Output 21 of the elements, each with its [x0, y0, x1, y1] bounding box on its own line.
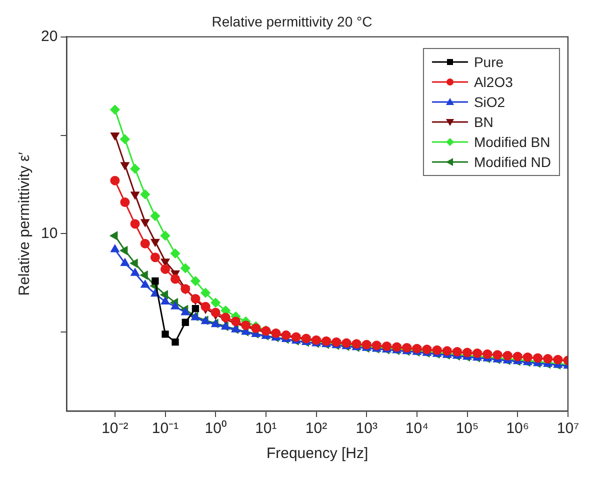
x-tick-label: 10⁶	[506, 420, 530, 438]
x-tick-label: 10³	[356, 420, 378, 438]
legend-label: Pure	[474, 53, 504, 72]
x-tick-label: 10²	[305, 420, 328, 438]
x-tick-label: 10⁻²	[102, 420, 128, 438]
y-axis-title: Relative permittivity ε′	[16, 152, 34, 296]
y-tick-label: 20	[40, 28, 58, 45]
chart-title: Relative permittivity 20 °C	[212, 13, 372, 30]
x-axis-title: Frequency [Hz]	[266, 445, 368, 462]
legend-label: Modified ND	[474, 153, 551, 172]
legend-label: Modified BN	[474, 133, 550, 152]
x-tick-label: 10⁴	[405, 420, 429, 438]
x-tick-label: 10¹	[255, 420, 277, 438]
x-tick-label: 10⁵	[456, 420, 479, 438]
x-tick-label: 10⁰	[204, 420, 226, 438]
x-tick-label: 10⁻¹	[152, 420, 179, 438]
legend-label: Al2O3	[474, 73, 513, 92]
legend-label: SiO2	[474, 93, 506, 112]
legend-label: BN	[474, 113, 494, 132]
x-tick-label: 10⁷	[556, 420, 580, 438]
y-tick-label: 10	[40, 224, 58, 242]
